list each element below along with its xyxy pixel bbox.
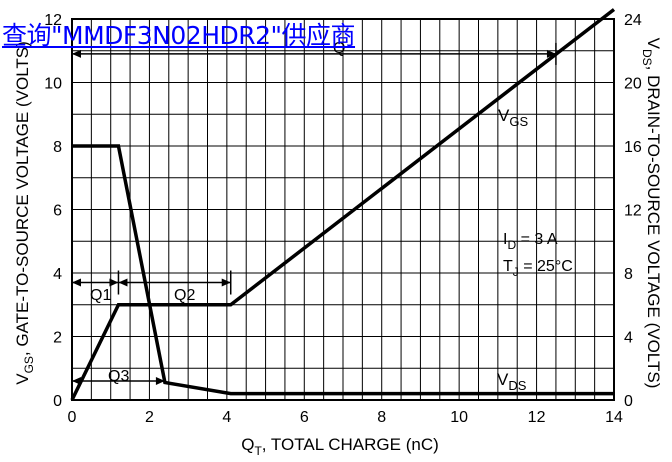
y-left-axis-title: VGS, GATE-TO-SOURCE VOLTAGE (VOLTS) [13, 41, 36, 385]
x-tick-label: 0 [68, 409, 77, 426]
x-tick-label: 4 [222, 409, 231, 426]
y-left-tick-label: 8 [53, 139, 62, 156]
q1-arrow-head-right [109, 278, 119, 287]
q2-arrow-head-left [118, 278, 128, 287]
y-left-tick-label: 6 [53, 203, 62, 220]
y-right-axis-title: VDS, DRAIN-TO-SOURCE VOLTAGE (VOLTS) [640, 38, 663, 389]
q2-arrow-head-right [221, 278, 231, 287]
qt-arrow-head-right [546, 49, 556, 58]
y-left-tick-label: 10 [44, 76, 62, 93]
x-axis-title: QT, TOTAL CHARGE (nC) [241, 435, 439, 458]
x-tick-label: 12 [528, 409, 546, 426]
qt-arrow-head-left [72, 49, 81, 58]
q2-label: Q2 [174, 287, 195, 304]
y-left-tick-label: 4 [53, 266, 62, 283]
q3-arrow-head-right [155, 376, 165, 385]
grid [71, 18, 615, 401]
y-left-tick-label: 2 [53, 330, 62, 347]
supplier-query-link[interactable]: 查询"MMDF3N02HDR2"供应商 [2, 21, 356, 50]
x-tick-label: 8 [377, 409, 386, 426]
y-left-tick-label: 0 [53, 393, 62, 410]
series-lines [70, 8, 616, 401]
y-right-tick-label: 0 [624, 393, 633, 410]
q3-label: Q3 [108, 368, 129, 385]
qt-marker-label: Q [333, 40, 345, 57]
y-right-tick-label: 16 [624, 139, 642, 156]
x-tick-label: 2 [145, 409, 154, 426]
y-right-tick-label: 20 [624, 76, 642, 93]
vgs-series-label: VGS [498, 106, 528, 129]
series-vgs-line [70, 8, 616, 401]
y-right-tick-label: 4 [624, 330, 633, 347]
y-right-tick-label: 8 [624, 266, 633, 283]
y-right-tick-label: 12 [624, 203, 642, 220]
annotation-markers [72, 42, 557, 385]
junction-temp-condition: TJ = 25°C [503, 258, 573, 279]
plot-frame [71, 18, 615, 401]
q1-label: Q1 [90, 287, 111, 304]
y-left-tick-label: 12 [44, 12, 62, 29]
x-tick-label: 14 [605, 409, 623, 426]
q1-arrow-head-left [72, 278, 81, 287]
y-right-tick-label: 24 [624, 12, 642, 29]
series-vds-line [72, 144, 614, 396]
vds-series-label: VDS [497, 370, 527, 393]
drain-current-condition: ID = 3 A [503, 231, 558, 252]
x-tick-label: 10 [450, 409, 468, 426]
x-tick-label: 6 [300, 409, 309, 426]
